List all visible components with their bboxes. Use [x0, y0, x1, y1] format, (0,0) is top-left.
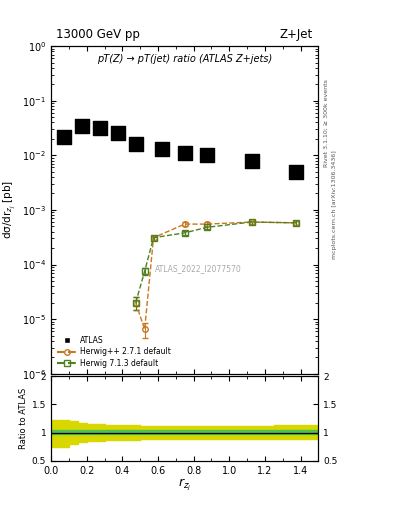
Text: pT(Z) → pT(jet) ratio (ATLAS Z+jets): pT(Z) → pT(jet) ratio (ATLAS Z+jets) [97, 54, 272, 65]
Point [182, 149, 188, 157]
Point [61, 133, 68, 141]
Text: Z+Jet: Z+Jet [280, 28, 313, 41]
Point [79, 121, 85, 130]
Text: ATLAS_2022_I2077570: ATLAS_2022_I2077570 [155, 264, 241, 273]
Point [293, 167, 299, 176]
Point [204, 151, 210, 159]
X-axis label: $r_{z_j}$: $r_{z_j}$ [178, 477, 191, 493]
Text: mcplots.cern.ch [ar​Xiv:1306.3436]: mcplots.cern.ch [ar​Xiv:1306.3436] [332, 151, 337, 259]
Point [159, 145, 165, 153]
Y-axis label: Ratio to ATLAS: Ratio to ATLAS [19, 388, 28, 449]
Point [132, 140, 139, 148]
Text: 13000 GeV pp: 13000 GeV pp [57, 28, 140, 41]
Point [97, 123, 103, 132]
Y-axis label: dσ/dr$_{z_j}$ [pb]: dσ/dr$_{z_j}$ [pb] [2, 180, 18, 240]
Point [115, 129, 121, 137]
Legend: ATLAS, Herwig++ 2.7.1 default, Herwig 7.1.3 default: ATLAS, Herwig++ 2.7.1 default, Herwig 7.… [55, 334, 173, 370]
Point [248, 157, 255, 165]
Text: Rivet 3.1.10; ≥ 300k events: Rivet 3.1.10; ≥ 300k events [324, 79, 329, 167]
